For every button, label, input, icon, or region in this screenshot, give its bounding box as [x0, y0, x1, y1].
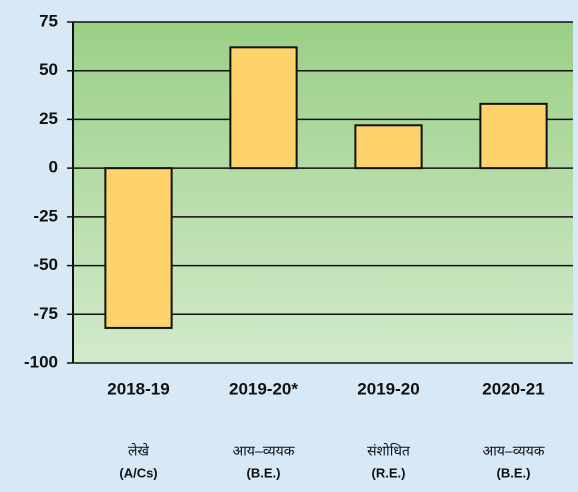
bar	[354, 124, 423, 170]
y-tick-label: 25	[39, 109, 58, 128]
bar	[479, 102, 548, 170]
y-tick-label: -75	[33, 304, 58, 323]
x-tick-label: 2020-21	[482, 379, 544, 398]
y-tick-label: -100	[24, 352, 58, 371]
x-tick-label: 2019-20	[357, 379, 419, 398]
y-tick-label: 0	[49, 158, 58, 177]
x-sublabel: (B.E.)	[247, 465, 281, 480]
x-sublabel: (A/Cs)	[119, 465, 157, 480]
x-sublabel: आय–व्ययक	[233, 443, 295, 459]
y-tick-label: 50	[39, 60, 58, 79]
bar	[229, 46, 298, 170]
y-tick-label: -25	[33, 206, 58, 225]
y-tick-label: -50	[33, 255, 58, 274]
bar	[104, 167, 173, 329]
y-tick-label: 75	[39, 11, 58, 30]
x-sublabel: (R.E.)	[372, 465, 406, 480]
x-sublabel: लेखे	[128, 443, 149, 459]
x-tick-label: 2019-20*	[229, 379, 298, 398]
x-sublabel: संशोधित	[367, 443, 411, 459]
x-sublabel: (B.E.)	[497, 465, 531, 480]
x-sublabel: आय–व्ययक	[483, 443, 545, 459]
x-tick-label: 2018-19	[107, 379, 169, 398]
